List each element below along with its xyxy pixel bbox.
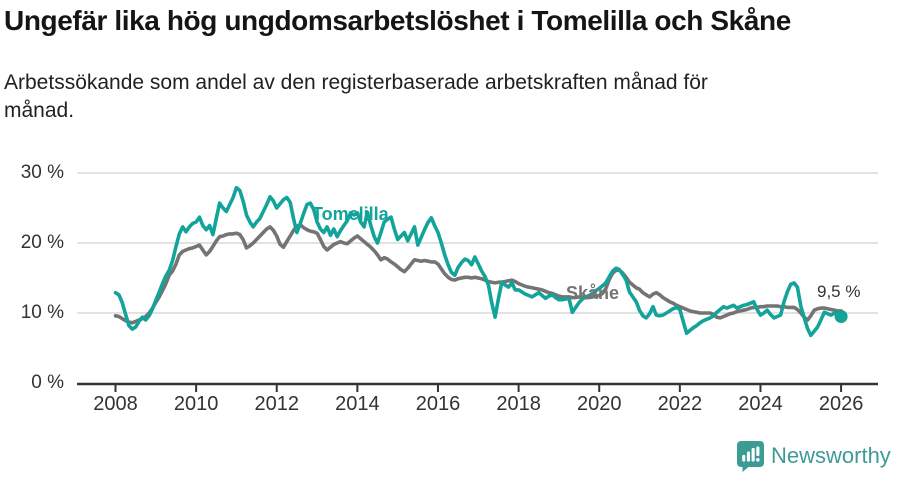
x-tick-label-2010: 2010 <box>173 393 219 415</box>
page-subtitle: Arbetssökande som andel av den registerb… <box>4 69 844 125</box>
series-line-skåne <box>113 223 843 325</box>
newsworthy-icon <box>737 440 764 472</box>
x-tick-label-2020: 2020 <box>576 393 622 415</box>
series-label-tomelilla: Tomelilla <box>312 204 389 224</box>
y-tick-label-10: 10 % <box>20 302 64 323</box>
series-line-tomelilla <box>113 185 843 338</box>
x-tick-label-2024: 2024 <box>738 393 783 415</box>
series-label-skane: Skåne <box>566 283 620 303</box>
x-tick-label-2018: 2018 <box>496 393 541 415</box>
x-tick-label-2026: 2026 <box>818 393 864 415</box>
page-subtitle-line1: Arbetssökande som andel av den registerb… <box>4 71 708 94</box>
brand-name: Newsworthy <box>771 443 891 468</box>
page-subtitle-line2: månad. <box>4 99 75 122</box>
y-tick-label-0: 0 % <box>31 372 64 393</box>
page-title: Ungefär lika hög ungdomsarbetslöshet i T… <box>4 5 791 36</box>
x-tick-label-2008: 2008 <box>93 393 138 415</box>
x-tick-label-2014: 2014 <box>335 393 380 415</box>
latest-value-dot <box>834 310 848 323</box>
x-tick-label-2012: 2012 <box>254 393 299 415</box>
y-tick-label-30: 30 % <box>20 162 64 183</box>
brand-logo[interactable]: Newsworthy <box>737 440 891 472</box>
x-tick-label-2016: 2016 <box>415 393 461 415</box>
end-value-label: 9,5 % <box>817 282 861 301</box>
y-tick-label-20: 20 % <box>20 232 64 253</box>
x-tick-label-2022: 2022 <box>657 393 703 415</box>
